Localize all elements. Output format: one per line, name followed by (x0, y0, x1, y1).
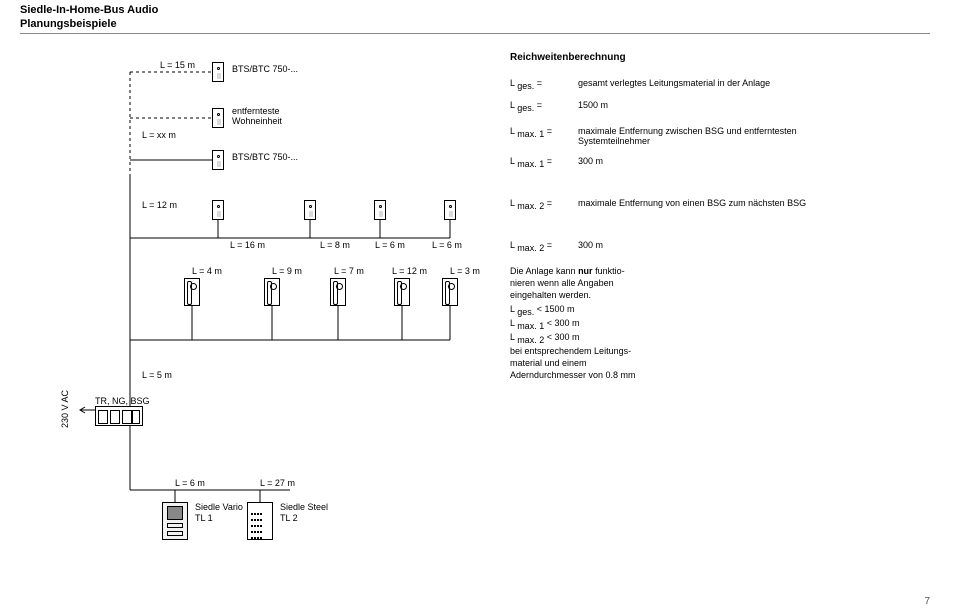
label-wohn2: Wohneinheit (232, 116, 282, 126)
row1-unit-2 (304, 200, 316, 220)
row2-unit-4 (394, 278, 410, 306)
wohnung-unit (212, 108, 224, 128)
label-L8: L = 8 m (320, 240, 350, 250)
note-l2: nieren wenn alle Angaben (510, 278, 614, 288)
bts-unit-2 (212, 150, 224, 170)
label-L6c: L = 6 m (175, 478, 205, 488)
label-steel2: TL 2 (280, 513, 298, 523)
label-L27: L = 27 m (260, 478, 295, 488)
note-l5: material und einem (510, 358, 587, 368)
row1-unit-4 (444, 200, 456, 220)
row2-unit-3 (330, 278, 346, 306)
label-Lxx: L = xx m (142, 130, 176, 140)
siedle-steel (247, 502, 273, 540)
calc-title: Reichweitenberechnung (510, 52, 626, 63)
label-vario2: TL 1 (195, 513, 213, 523)
r3-sym: L max. 1 = (510, 156, 552, 169)
r3-desc: 300 m (578, 156, 603, 166)
label-L6b: L = 6 m (432, 240, 462, 250)
row2-unit-5 (442, 278, 458, 306)
r0-desc: gesamt verlegtes Leitungsmaterial in der… (578, 78, 828, 88)
row2-unit-1 (184, 278, 200, 306)
r2-sym: L max. 1 = (510, 126, 552, 139)
siedle-vario (162, 502, 188, 540)
label-trngbsg: TR, NG, BSG (95, 396, 150, 406)
row1-unit-1 (212, 200, 224, 220)
label-L3: L = 3 m (450, 266, 480, 276)
label-L4: L = 4 m (192, 266, 222, 276)
r2-desc: maximale Entfernung zwischen BSG und ent… (578, 126, 838, 146)
label-L6a: L = 6 m (375, 240, 405, 250)
label-L7: L = 7 m (334, 266, 364, 276)
r1-sym: L ges. = (510, 100, 542, 113)
label-wohn1: entfernteste (232, 106, 280, 116)
label-vario1: Siedle Vario (195, 502, 243, 512)
r4-sym: L max. 2 = (510, 198, 552, 211)
note-l4: bei entsprechendem Leitungs- (510, 346, 631, 356)
wiring-svg (0, 0, 960, 615)
label-L16: L = 16 m (230, 240, 265, 250)
label-steel1: Siedle Steel (280, 502, 328, 512)
note-l1: Die Anlage kann nur funktio- (510, 266, 730, 276)
note-l3: eingehalten werden. (510, 290, 591, 300)
r5-desc: 300 m (578, 240, 603, 250)
bts-unit-1 (212, 62, 224, 82)
note-c1: L ges. < 1500 m (510, 304, 574, 317)
label-L15: L = 15 m (160, 60, 195, 70)
label-L12: L = 12 m (142, 200, 177, 210)
label-L12b: L = 12 m (392, 266, 427, 276)
bsg-unit (95, 406, 143, 426)
row2-unit-2 (264, 278, 280, 306)
label-L9: L = 9 m (272, 266, 302, 276)
label-L5: L = 5 m (142, 370, 172, 380)
label-230vac: 230 V AC (60, 390, 70, 428)
r0-sym: L ges. = (510, 78, 542, 91)
row1-unit-3 (374, 200, 386, 220)
note-c3: L max. 2 < 300 m (510, 332, 579, 345)
label-bts1: BTS/BTC 750-... (232, 64, 298, 74)
r4-desc: maximale Entfernung von einen BSG zum nä… (578, 198, 828, 208)
r1-desc: 1500 m (578, 100, 608, 110)
note-l6: Aderndurchmesser von 0.8 mm (510, 370, 636, 380)
label-bts2: BTS/BTC 750-... (232, 152, 298, 162)
note-c2: L max. 1 < 300 m (510, 318, 579, 331)
page: Siedle-In-Home-Bus Audio Planungsbeispie… (0, 0, 960, 615)
r5-sym: L max. 2 = (510, 240, 552, 253)
